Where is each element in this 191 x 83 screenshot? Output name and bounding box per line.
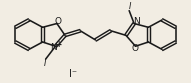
Text: O: O xyxy=(131,44,138,53)
Text: I⁻: I⁻ xyxy=(69,69,77,79)
Text: O: O xyxy=(54,17,61,26)
Text: N: N xyxy=(50,43,57,52)
Text: +: + xyxy=(55,40,61,49)
Text: I: I xyxy=(129,1,131,11)
Text: N: N xyxy=(133,17,139,26)
Text: I: I xyxy=(44,59,46,68)
